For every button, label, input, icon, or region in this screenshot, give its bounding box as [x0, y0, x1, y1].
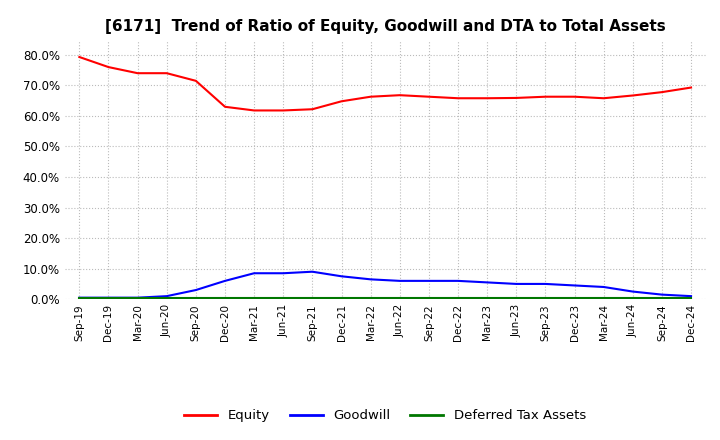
- Goodwill: [75, 295, 84, 301]
- Goodwill: [279, 271, 287, 276]
- Equity: [163, 70, 171, 76]
- Deferred Tax Assets: [337, 296, 346, 301]
- Equity: [104, 64, 113, 70]
- Equity: [366, 94, 375, 99]
- Deferred Tax Assets: [687, 296, 696, 301]
- Deferred Tax Assets: [104, 296, 113, 301]
- Deferred Tax Assets: [454, 296, 462, 301]
- Equity: [570, 94, 579, 99]
- Goodwill: [687, 293, 696, 299]
- Goodwill: [220, 278, 229, 283]
- Goodwill: [657, 292, 666, 297]
- Goodwill: [483, 280, 492, 285]
- Equity: [425, 94, 433, 99]
- Equity: [308, 106, 317, 112]
- Equity: [133, 70, 142, 76]
- Equity: [657, 89, 666, 95]
- Equity: [192, 78, 200, 84]
- Goodwill: [104, 295, 113, 301]
- Equity: [629, 93, 637, 98]
- Goodwill: [395, 278, 404, 283]
- Equity: [337, 99, 346, 104]
- Equity: [75, 55, 84, 60]
- Goodwill: [599, 284, 608, 290]
- Deferred Tax Assets: [541, 296, 550, 301]
- Goodwill: [425, 278, 433, 283]
- Equity: [395, 92, 404, 98]
- Deferred Tax Assets: [220, 296, 229, 301]
- Equity: [599, 95, 608, 101]
- Deferred Tax Assets: [570, 296, 579, 301]
- Goodwill: [192, 287, 200, 293]
- Goodwill: [133, 295, 142, 301]
- Equity: [687, 85, 696, 90]
- Goodwill: [570, 283, 579, 288]
- Deferred Tax Assets: [425, 296, 433, 301]
- Line: Goodwill: Goodwill: [79, 272, 691, 298]
- Goodwill: [163, 293, 171, 299]
- Equity: [541, 94, 550, 99]
- Equity: [454, 95, 462, 101]
- Deferred Tax Assets: [192, 296, 200, 301]
- Deferred Tax Assets: [395, 296, 404, 301]
- Goodwill: [308, 269, 317, 275]
- Goodwill: [629, 289, 637, 294]
- Deferred Tax Assets: [279, 296, 287, 301]
- Deferred Tax Assets: [308, 296, 317, 301]
- Legend: Equity, Goodwill, Deferred Tax Assets: Equity, Goodwill, Deferred Tax Assets: [179, 404, 591, 428]
- Goodwill: [512, 281, 521, 286]
- Equity: [279, 108, 287, 113]
- Deferred Tax Assets: [366, 296, 375, 301]
- Deferred Tax Assets: [75, 296, 84, 301]
- Equity: [512, 95, 521, 101]
- Deferred Tax Assets: [599, 296, 608, 301]
- Goodwill: [366, 277, 375, 282]
- Goodwill: [454, 278, 462, 283]
- Equity: [483, 95, 492, 101]
- Goodwill: [541, 281, 550, 286]
- Deferred Tax Assets: [629, 296, 637, 301]
- Deferred Tax Assets: [512, 296, 521, 301]
- Deferred Tax Assets: [250, 296, 258, 301]
- Goodwill: [250, 271, 258, 276]
- Equity: [250, 108, 258, 113]
- Title: [6171]  Trend of Ratio of Equity, Goodwill and DTA to Total Assets: [6171] Trend of Ratio of Equity, Goodwil…: [105, 19, 665, 34]
- Goodwill: [337, 274, 346, 279]
- Deferred Tax Assets: [163, 296, 171, 301]
- Line: Equity: Equity: [79, 57, 691, 110]
- Deferred Tax Assets: [657, 296, 666, 301]
- Deferred Tax Assets: [133, 296, 142, 301]
- Equity: [220, 104, 229, 110]
- Deferred Tax Assets: [483, 296, 492, 301]
